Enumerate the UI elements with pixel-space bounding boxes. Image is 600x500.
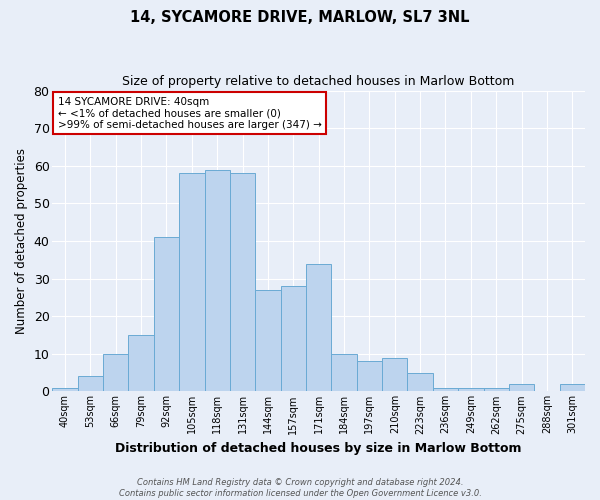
Bar — [205, 170, 230, 392]
Y-axis label: Number of detached properties: Number of detached properties — [15, 148, 28, 334]
Bar — [255, 290, 281, 392]
Bar — [331, 354, 357, 392]
Bar — [77, 376, 103, 392]
Bar — [560, 384, 585, 392]
Bar — [281, 286, 306, 392]
Bar — [306, 264, 331, 392]
Text: Contains HM Land Registry data © Crown copyright and database right 2024.
Contai: Contains HM Land Registry data © Crown c… — [119, 478, 481, 498]
Bar — [230, 174, 255, 392]
X-axis label: Distribution of detached houses by size in Marlow Bottom: Distribution of detached houses by size … — [115, 442, 522, 455]
Bar — [509, 384, 534, 392]
Bar — [179, 174, 205, 392]
Bar — [103, 354, 128, 392]
Bar — [484, 388, 509, 392]
Bar — [154, 237, 179, 392]
Text: 14 SYCAMORE DRIVE: 40sqm
← <1% of detached houses are smaller (0)
>99% of semi-d: 14 SYCAMORE DRIVE: 40sqm ← <1% of detach… — [58, 96, 322, 130]
Bar — [52, 388, 77, 392]
Bar — [357, 362, 382, 392]
Bar — [458, 388, 484, 392]
Bar — [407, 372, 433, 392]
Title: Size of property relative to detached houses in Marlow Bottom: Size of property relative to detached ho… — [122, 75, 515, 88]
Bar — [433, 388, 458, 392]
Text: 14, SYCAMORE DRIVE, MARLOW, SL7 3NL: 14, SYCAMORE DRIVE, MARLOW, SL7 3NL — [130, 10, 470, 25]
Bar — [382, 358, 407, 392]
Bar — [128, 335, 154, 392]
